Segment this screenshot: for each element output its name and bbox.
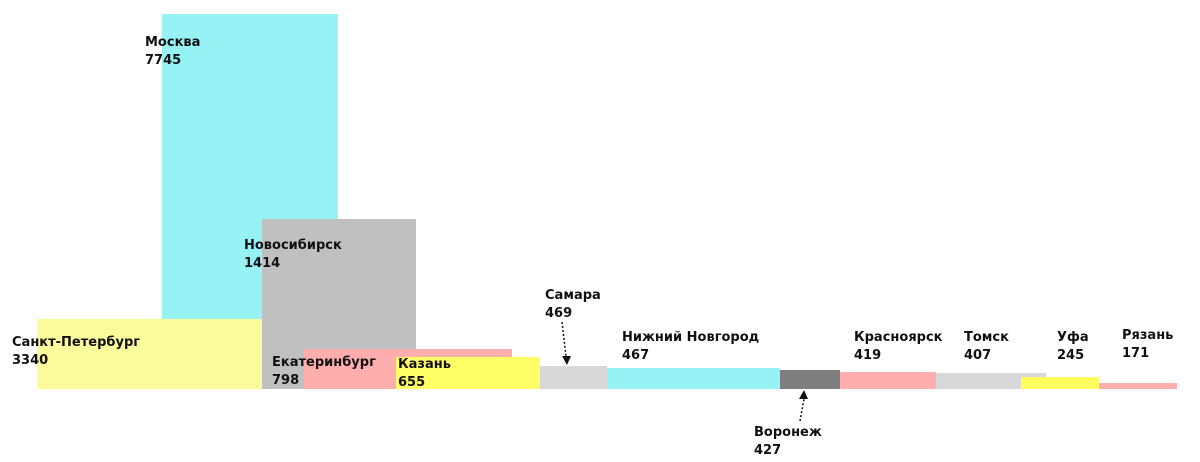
city-name-label: Санкт-Петербург (12, 335, 140, 350)
value-label: 171 (1122, 346, 1149, 361)
city-name-label: Новосибирск (244, 238, 342, 253)
samara-arrow-head (562, 356, 571, 365)
value-label: 798 (272, 373, 299, 388)
bar-1 (37, 319, 263, 389)
city-name-label: Казань (398, 357, 451, 372)
bar-label-6: Самара 469 (545, 288, 601, 321)
city-name-label: Самара (545, 288, 601, 303)
value-label: 419 (854, 348, 881, 363)
bars-layer (37, 14, 1177, 389)
city-name-label: Москва (145, 35, 200, 50)
value-label: 245 (1057, 348, 1084, 363)
city-name-label: Уфа (1057, 330, 1089, 345)
bar-8 (780, 370, 840, 389)
bar-label-11: Уфа 245 (1057, 330, 1089, 363)
bar-label-10: Томск 407 (964, 330, 1009, 363)
bar-label-4: Екатеринбург 798 (272, 355, 376, 388)
bar-label-7: Нижний Новгород 467 (622, 330, 759, 363)
value-label: 407 (964, 348, 991, 363)
bar-10 (936, 373, 1046, 389)
bar-12 (1099, 383, 1177, 389)
value-label: 1414 (244, 256, 280, 271)
bar-label-1: Санкт-Петербург 3340 (12, 335, 140, 368)
bar-label-5: Казань 655 (398, 357, 451, 390)
city-name-label: Красноярск (854, 330, 943, 345)
value-label: 7745 (145, 53, 181, 68)
value-label: 3340 (12, 353, 48, 368)
city-name-label: Воронеж (754, 425, 822, 440)
labels-layer: Санкт-Петербург 3340 Москва 7745 Новосибирск… (12, 35, 1173, 458)
city-name-label: Нижний Новгород (622, 330, 759, 345)
bar-label-12: Рязань 171 (1122, 328, 1173, 361)
bar-label-8: Воронеж 427 (754, 425, 822, 458)
bar-9 (840, 372, 936, 389)
callout-arrows (561, 321, 808, 422)
bar-11 (1021, 377, 1099, 389)
value-label: 469 (545, 306, 572, 321)
samara-callout-line (561, 321, 567, 357)
bar-7 (607, 368, 780, 389)
bar-label-3: Новосибирск 1414 (244, 238, 342, 271)
bar-5 (396, 357, 540, 389)
voronezh-callout-line (799, 398, 805, 422)
value-label: 467 (622, 348, 649, 363)
city-name-label: Рязань (1122, 328, 1173, 343)
city-name-label: Томск (964, 330, 1009, 345)
value-label: 427 (754, 443, 781, 458)
value-label: 655 (398, 375, 425, 390)
city-name-label: Екатеринбург (272, 355, 376, 370)
voronezh-arrow-head (799, 390, 808, 399)
bar-6 (540, 366, 607, 389)
bar-label-9: Красноярск 419 (854, 330, 943, 363)
bar-label-2: Москва 7745 (145, 35, 200, 68)
